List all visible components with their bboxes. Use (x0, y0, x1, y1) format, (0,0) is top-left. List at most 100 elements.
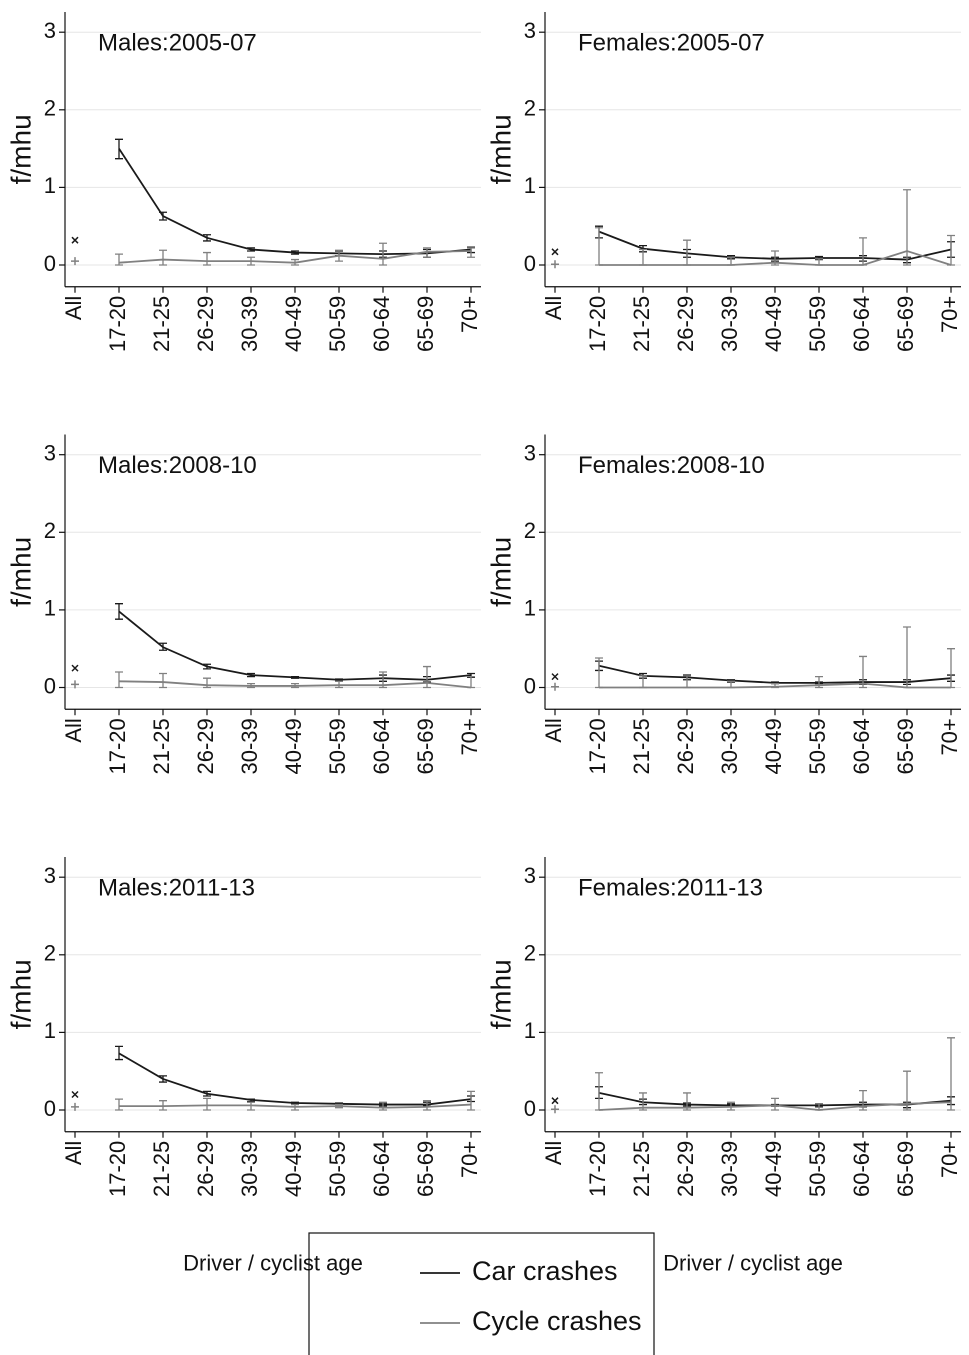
x-tick-label: 17-20 (105, 1141, 130, 1197)
series-line (118, 148, 472, 256)
y-tick-label: 0 (524, 673, 536, 698)
x-tick-label: 65-69 (413, 296, 438, 352)
y-axis-title: f/mhu (5, 959, 36, 1029)
y-axis-title: f/mhu (485, 537, 516, 607)
x-tick-label: 21-25 (629, 718, 654, 774)
y-tick-label: 2 (44, 96, 56, 121)
legend-label: Cycle crashes (472, 1306, 642, 1336)
x-tick-label: All (61, 718, 86, 742)
y-tick-label: 1 (524, 1018, 536, 1043)
error-bar (595, 1072, 603, 1111)
y-tick-label: 2 (44, 941, 56, 966)
error-bar (903, 189, 911, 266)
error-bar (947, 1037, 955, 1111)
x-tick-label: 21-25 (149, 1141, 174, 1197)
error-bar (903, 626, 911, 689)
panel-title: Males:2005-07 (98, 29, 257, 56)
x-tick-label: All (541, 296, 566, 320)
x-tick-label: 40-49 (281, 718, 306, 774)
panel-title: Females:2011-13 (578, 874, 763, 901)
error-bar (115, 671, 123, 689)
x-tick-label: 21-25 (149, 718, 174, 774)
series-line (598, 664, 952, 684)
panel-title: Females:2005-07 (578, 29, 765, 56)
y-tick-label: 3 (44, 18, 56, 43)
y-tick-label: 2 (44, 518, 56, 543)
overall-marker (71, 680, 79, 689)
error-bar (423, 665, 431, 689)
x-tick-label: 26-29 (193, 718, 218, 774)
x-tick-label: 70+ (937, 296, 962, 333)
y-tick-label: 3 (524, 18, 536, 43)
error-bar (379, 1101, 387, 1111)
x-tick-label: 60-64 (369, 296, 394, 352)
error-bar (203, 1097, 211, 1111)
x-tick-label: 26-29 (193, 296, 218, 352)
x-tick-label: 65-69 (893, 718, 918, 774)
overall-marker (551, 1105, 559, 1114)
error-bar (115, 1045, 123, 1061)
overall-marker (551, 260, 559, 269)
x-tick-label: 50-59 (325, 718, 350, 774)
x-tick-label: 40-49 (281, 296, 306, 352)
x-tick-label: 50-59 (805, 1141, 830, 1197)
x-tick-label: 65-69 (893, 1141, 918, 1197)
x-axis-title: Driver / cyclist age (183, 1251, 363, 1276)
y-tick-label: 1 (524, 596, 536, 621)
x-tick-label: 65-69 (413, 1141, 438, 1197)
x-tick-label: 30-39 (717, 1141, 742, 1197)
error-bar (467, 1090, 475, 1111)
legend-box (308, 1232, 655, 1355)
x-tick-label: 30-39 (717, 296, 742, 352)
overall-marker (551, 248, 559, 256)
x-tick-label: 17-20 (105, 718, 130, 774)
series-line (118, 610, 472, 681)
overall-marker (71, 257, 79, 266)
overall-marker (71, 236, 79, 244)
y-tick-label: 1 (524, 173, 536, 198)
y-tick-label: 0 (524, 1096, 536, 1121)
series-line (118, 250, 472, 264)
x-tick-label: 70+ (937, 718, 962, 755)
y-tick-label: 2 (524, 518, 536, 543)
overall-marker (551, 673, 559, 681)
x-tick-label: 40-49 (761, 296, 786, 352)
series-line (598, 1101, 952, 1111)
x-tick-label: 30-39 (237, 1141, 262, 1197)
error-bar (467, 247, 475, 258)
panel-title: Females:2008-10 (578, 452, 765, 479)
x-tick-label: 17-20 (585, 296, 610, 352)
legend-label: Car crashes (472, 1256, 618, 1286)
x-tick-label: 21-25 (629, 296, 654, 352)
x-tick-label: 40-49 (281, 1141, 306, 1197)
x-tick-label: 70+ (457, 296, 482, 333)
panel-title: Males:2011-13 (98, 874, 255, 901)
error-bar (203, 251, 211, 266)
x-tick-label: 30-39 (717, 718, 742, 774)
x-tick-label: 60-64 (849, 718, 874, 774)
y-tick-label: 0 (524, 251, 536, 276)
y-tick-label: 3 (524, 441, 536, 466)
x-tick-label: 60-64 (849, 296, 874, 352)
x-tick-label: 65-69 (893, 296, 918, 352)
y-axis-title: f/mhu (5, 114, 36, 184)
series-line (119, 1103, 472, 1109)
series-line (118, 1052, 472, 1106)
x-tick-label: All (541, 1141, 566, 1165)
y-tick-label: 0 (44, 673, 56, 698)
x-tick-label: 50-59 (325, 296, 350, 352)
y-tick-label: 3 (524, 863, 536, 888)
x-axis-title: Driver / cyclist age (663, 1251, 843, 1276)
x-tick-label: 17-20 (105, 296, 130, 352)
overall-marker (71, 664, 79, 672)
error-bar (771, 1097, 779, 1111)
x-tick-label: 50-59 (805, 296, 830, 352)
x-tick-label: 60-64 (849, 1141, 874, 1197)
error-bar (467, 675, 475, 689)
y-tick-label: 2 (524, 96, 536, 121)
overall-marker (551, 1097, 559, 1105)
error-bar (115, 253, 123, 266)
x-tick-label: 70+ (937, 1141, 962, 1178)
x-tick-label: 26-29 (673, 718, 698, 774)
